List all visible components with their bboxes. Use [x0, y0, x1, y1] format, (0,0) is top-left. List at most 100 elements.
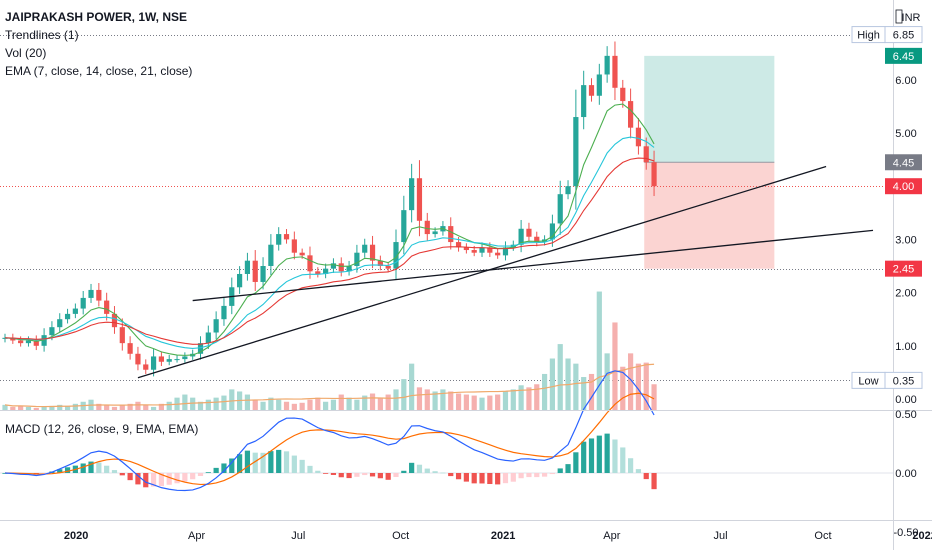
legend-trendlines[interactable]: Trendlines (1)	[5, 28, 79, 42]
macd-histogram-bar	[190, 473, 196, 480]
macd-histogram-bar	[244, 450, 251, 473]
macd-histogram-bar	[534, 473, 540, 478]
price-tick-label: 2.00	[895, 288, 916, 300]
time-tick-label: Jul	[713, 530, 727, 542]
candle-body	[158, 356, 164, 362]
legend-volume[interactable]: Vol (20)	[5, 46, 47, 60]
volume-bar	[510, 389, 516, 410]
volume-bar	[158, 403, 164, 410]
volume-bar	[315, 397, 321, 410]
volume-bar	[354, 399, 360, 410]
time-tick-label: Oct	[392, 530, 409, 542]
candle-body	[409, 178, 415, 211]
price-label-name: Low	[858, 375, 878, 387]
volume-bar	[268, 397, 274, 410]
candle-body	[487, 247, 493, 253]
volume-bar	[330, 399, 337, 410]
price-tick-label: 3.00	[895, 234, 916, 246]
volume-bar	[557, 344, 563, 410]
macd-histogram-bar	[229, 458, 235, 473]
candle-body	[197, 343, 204, 354]
macd-histogram-bar	[401, 470, 407, 473]
volume-bar	[127, 403, 133, 410]
candle-body	[362, 244, 368, 253]
macd-histogram-bar	[150, 473, 157, 487]
volume-bars	[2, 291, 657, 410]
macd-histogram-bar	[276, 449, 282, 473]
candle-body	[369, 244, 376, 261]
price-tick-label: 5.00	[895, 128, 916, 140]
macd-histogram-bar	[448, 473, 454, 477]
candle-body	[150, 356, 157, 370]
macd-histogram-bar	[557, 468, 563, 473]
volume-bar	[338, 394, 344, 410]
volume-bar	[643, 362, 649, 410]
price-label-box	[884, 26, 923, 44]
macd-histogram-bar	[643, 473, 649, 480]
candle-body	[565, 186, 571, 195]
macd-histogram-bar	[205, 472, 211, 474]
candle-body	[354, 252, 360, 266]
candle-body	[80, 297, 86, 309]
candle-body	[448, 226, 454, 243]
macd-histogram-bar	[338, 473, 344, 478]
candle-body	[463, 247, 469, 251]
volume-bar	[612, 322, 618, 410]
candle-body	[635, 127, 642, 147]
candle-body	[315, 271, 321, 274]
candle-body	[643, 146, 649, 163]
volume-bar	[18, 405, 24, 410]
candle-body	[182, 356, 188, 360]
macd-histogram-bar	[635, 469, 642, 473]
macd-tick-label: -0.50	[893, 527, 918, 539]
candle-body	[455, 242, 462, 248]
volume-bar	[463, 394, 469, 410]
macd-pane	[0, 370, 893, 492]
macd-histogram-bar	[354, 473, 360, 477]
volume-bar	[150, 406, 157, 410]
price-label-value: 4.45	[893, 157, 914, 169]
macd-histogram-bar	[291, 455, 297, 473]
volume-bar	[604, 353, 610, 410]
macd-histogram-bar	[409, 462, 415, 473]
volume-bar	[628, 353, 634, 410]
macd-histogram-bar	[471, 473, 477, 484]
symbol-title[interactable]: JAIPRAKASH POWER, 1W, NSE	[5, 10, 188, 24]
volume-bar	[541, 373, 548, 410]
candle-body	[135, 353, 141, 365]
candle-body	[268, 244, 274, 266]
volume-bar	[573, 363, 579, 410]
volume-bar	[588, 373, 595, 410]
volume-bar	[385, 394, 391, 410]
candle-body	[237, 273, 243, 288]
macd-line	[4, 370, 655, 492]
volume-bar	[119, 404, 125, 410]
volume-bar	[57, 404, 63, 410]
candle-body	[416, 178, 423, 221]
candle-body	[96, 289, 102, 301]
macd-histogram-bar	[330, 473, 337, 475]
time-tick-label: Jul	[291, 530, 305, 542]
volume-bar	[487, 395, 493, 410]
candle-body	[385, 266, 391, 269]
chart-legend: JAIPRAKASH POWER, 1W, NSE Trendlines (1)…	[5, 8, 192, 80]
macd-histogram-bar	[620, 447, 626, 473]
price-label-box	[885, 154, 922, 171]
legend-ema[interactable]: EMA (7, close, 14, close, 21, close)	[5, 64, 193, 78]
volume-bar	[221, 395, 227, 410]
ema-7-line	[4, 103, 655, 356]
legend-macd[interactable]: MACD (12, 26, close, 9, EMA, EMA)	[5, 422, 199, 436]
volume-bar	[182, 394, 188, 410]
time-tick-label: Apr	[188, 530, 205, 542]
macd-histogram-bar	[221, 463, 227, 473]
candle-body	[620, 87, 626, 102]
volume-bar	[33, 407, 39, 410]
macd-tick-label: 0.50	[895, 409, 916, 421]
macd-histogram-bar	[307, 465, 313, 473]
candle-body	[502, 247, 509, 256]
volume-bar	[291, 403, 297, 410]
macd-histogram-bar	[174, 473, 180, 484]
candle-body	[25, 340, 32, 344]
